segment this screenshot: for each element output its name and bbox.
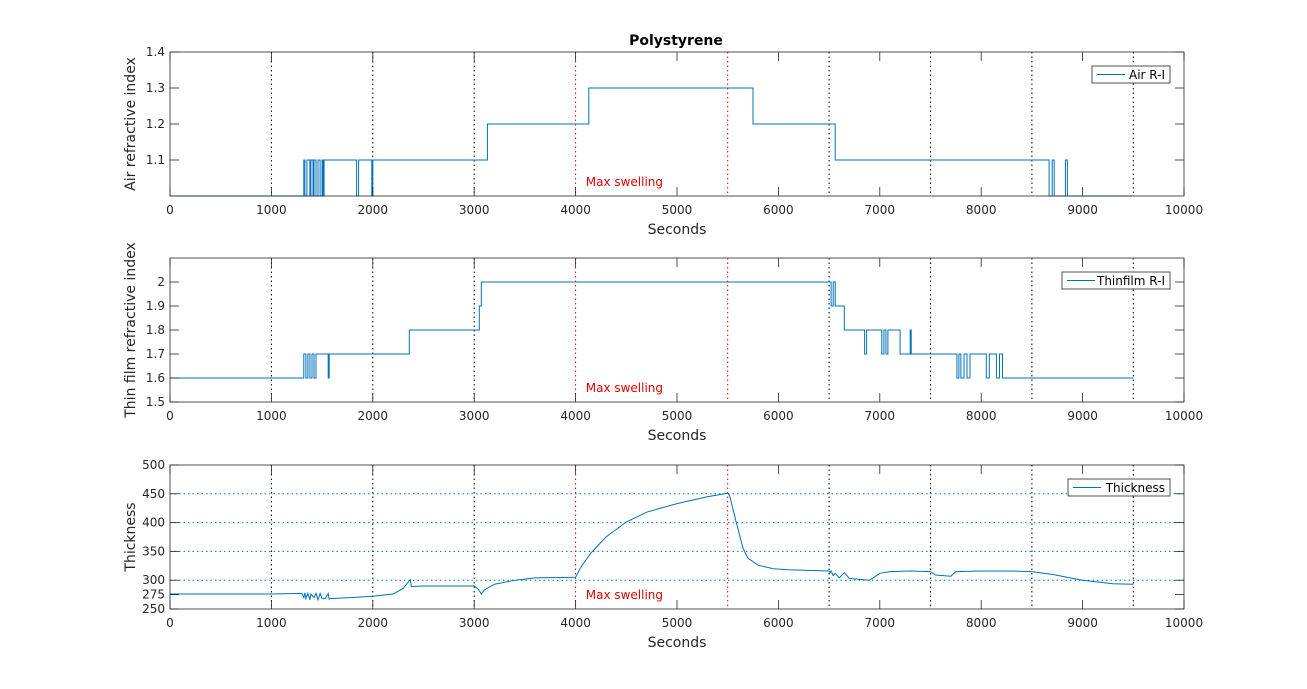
x-tick-label: 2000 [358,203,389,217]
y-tick-label: 275 [142,588,165,602]
y-tick-label: 1.5 [146,395,165,409]
x-tick-label: 7000 [865,203,896,217]
y-tick-label: 500 [142,458,165,472]
x-tick-label: 0 [166,616,174,630]
max-swelling-annotation: Max swelling [586,175,663,189]
x-tick-label: 3000 [459,616,490,630]
x-tick-label: 5000 [662,203,693,217]
legend-entry: Air R-I [1129,68,1165,82]
subplot-3: 0 1000 2000 3000 4000 5000 6000 7000 8000 9000 100… [123,458,1203,651]
x-tick-label: 2000 [358,409,389,423]
y-tick-label: 1.1 [146,153,165,167]
x-tick-label: 6000 [763,203,794,217]
x-tick-label: 9000 [1067,616,1098,630]
subplot-1: 0 1000 2000 3000 4000 5000 6000 7000 8000 9000 100… [123,45,1203,238]
y-tick-label: 1.8 [146,323,165,337]
x-axis-label: Seconds [648,428,707,444]
x-tick-label: 10000 [1165,616,1203,630]
y-tick-label: 450 [142,487,165,501]
series-line-1 [170,281,1134,379]
x-tick-label: 10000 [1165,203,1203,217]
x-tick-label: 3000 [459,409,490,423]
plot-area [170,52,1184,196]
charts: 0 1000 2000 3000 4000 5000 6000 7000 8000 9000 100… [123,45,1203,651]
x-tick-label: 2000 [358,616,389,630]
x-tick-label: 9000 [1067,409,1098,423]
x-tick-label: 0 [166,203,174,217]
y-tick-label: 1.7 [146,347,165,361]
legend-box [1091,65,1171,84]
x-tick-label: 6000 [763,616,794,630]
legend: Thickness [1067,478,1171,497]
legend: Thinfilm R-I [1061,271,1171,290]
y-axis-label: Thickness [123,502,139,572]
series-line-1 [170,492,1134,602]
x-tick-label: 9000 [1067,203,1098,217]
x-tick-label: 3000 [459,203,490,217]
y-tick-label: 2 [157,275,165,289]
x-tick-label: 6000 [763,409,794,423]
legend-entry: Thinfilm R-I [1096,274,1165,288]
x-tick-label: 7000 [865,409,896,423]
x-tick-label: 10000 [1165,409,1203,423]
subplot-2: 0 1000 2000 3000 4000 5000 6000 7000 8000 9000 100… [123,242,1203,444]
x-axis-label: Seconds [648,222,707,238]
y-tick-label: 350 [142,544,165,558]
max-swelling-annotation: Max swelling [586,588,663,602]
plot-area [170,465,1184,609]
x-axis-label: Seconds [648,635,707,651]
y-tick-label: 300 [142,573,165,587]
x-tick-label: 7000 [865,616,896,630]
y-tick-label: 1.9 [146,299,165,313]
y-tick-label: 1.6 [146,371,165,385]
max-swelling-annotation: Max swelling [586,381,663,395]
x-tick-label: 8000 [966,409,997,423]
x-tick-label: 0 [166,409,174,423]
x-tick-label: 5000 [662,616,693,630]
x-tick-label: 1000 [256,203,287,217]
x-tick-label: 1000 [256,409,287,423]
x-tick-label: 4000 [560,203,591,217]
legend-box [1061,271,1171,290]
y-tick-label: 400 [142,516,165,530]
legend-box [1067,478,1171,497]
y-axis-label: Thin film refractive index [123,242,139,419]
y-axis-label: Air refractive index [123,57,139,191]
y-tick-label: 1.2 [146,117,165,131]
y-tick-label: 1.3 [146,81,165,95]
legend: Air R-I [1091,65,1171,84]
x-tick-label: 5000 [662,409,693,423]
figure-title: Polystyrene [629,33,723,49]
x-tick-label: 8000 [966,203,997,217]
x-tick-label: 4000 [560,409,591,423]
x-tick-label: 1000 [256,616,287,630]
x-tick-label: 8000 [966,616,997,630]
y-tick-label: 250 [142,602,165,616]
legend-entry: Thickness [1105,481,1165,495]
x-tick-label: 4000 [560,616,591,630]
y-tick-label: 1.4 [146,45,165,59]
